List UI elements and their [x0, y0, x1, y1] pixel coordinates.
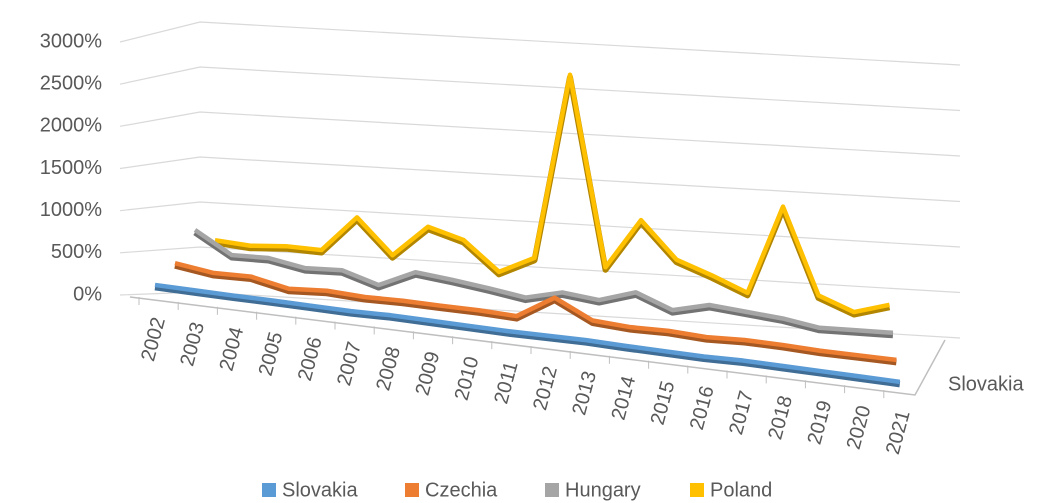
legend-label: Slovakia [282, 479, 358, 501]
series-line-shadow [193, 230, 894, 339]
legend-label: Hungary [565, 479, 641, 501]
y-tick-label: 1000% [40, 199, 102, 221]
y-tick-label: 2000% [40, 115, 102, 137]
y-tick-label: 1500% [40, 157, 102, 179]
series-line [154, 282, 901, 385]
x-tick-label: 2003 [176, 320, 209, 369]
x-tick-label: 2015 [647, 379, 680, 428]
legend-label: Poland [710, 479, 772, 501]
grid-line [119, 246, 961, 294]
series-line-shadow [214, 74, 891, 318]
x-tick-label: 2010 [451, 354, 484, 403]
x-tick-label: 2016 [686, 384, 719, 433]
grid-line [119, 111, 961, 157]
grid-line [119, 156, 961, 203]
y-tick-label: 2500% [40, 72, 102, 94]
y-tick-label: 500% [51, 241, 102, 263]
series-line [214, 72, 890, 315]
x-tick-label: 2004 [216, 325, 249, 374]
x-tick-label: 2005 [255, 330, 288, 379]
x-tick-label: 2007 [333, 339, 366, 388]
legend-label: Czechia [425, 479, 498, 501]
x-tick-label: 2009 [412, 349, 445, 398]
y-tick-label: 3000% [40, 30, 102, 52]
legend-swatch [262, 483, 276, 497]
series-line-shadow [154, 284, 901, 388]
x-tick-label: 2012 [529, 364, 562, 413]
x-tick-label: 2013 [568, 369, 601, 418]
floor-edge [129, 296, 946, 396]
x-tick-label: 2002 [137, 315, 170, 364]
x-tick-label: 2020 [843, 403, 876, 452]
series-line [174, 261, 897, 363]
x-tick-label: 2006 [294, 335, 327, 384]
grid-line [119, 66, 961, 112]
x-tick-label: 2017 [725, 388, 758, 437]
legend-swatch [690, 483, 704, 497]
grid-line [119, 201, 961, 248]
grid-line [119, 21, 961, 66]
x-tick-label: 2014 [608, 374, 641, 423]
x-tick-label: 2011 [490, 359, 522, 406]
x-tick-label: 2021 [882, 408, 915, 457]
legend-swatch [405, 483, 419, 497]
series-line [193, 228, 894, 336]
depth-axis-label: Slovakia [948, 373, 1024, 395]
legend-swatch [545, 483, 559, 497]
y-tick-label: 0% [73, 283, 102, 305]
x-tick-label: 2019 [804, 398, 837, 447]
x-tick-label: 2018 [764, 393, 797, 442]
x-tick-label: 2008 [372, 344, 405, 393]
